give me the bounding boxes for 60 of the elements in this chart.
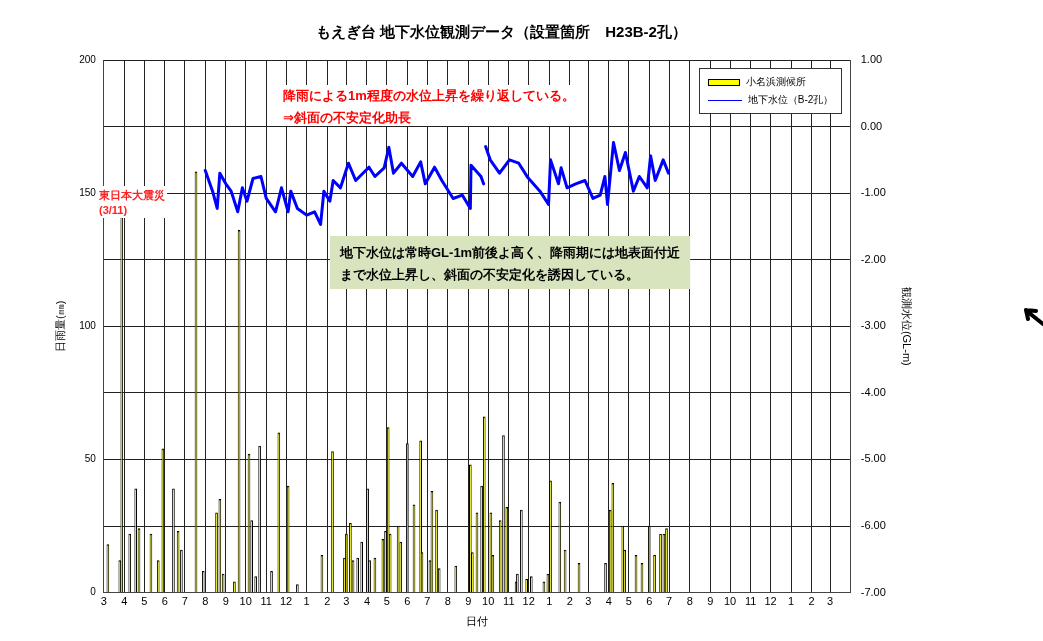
x-tick-label: 11	[260, 595, 272, 608]
annotation: 地下水位は常時GL-1m前後よ高く、降雨期には地表面付近まで水位上昇し、斜面の不安定化を誘因している。	[339, 245, 682, 282]
x-tick-label: 9	[707, 595, 714, 608]
y-axis-title: 日雨量(㎜)	[53, 300, 66, 352]
y2-tick-label: 1.00	[860, 53, 883, 66]
x-tick-label: 7	[424, 595, 431, 608]
x-tick-label: 12	[764, 595, 777, 608]
x-tick-label: 4	[605, 595, 612, 608]
x-tick-label: 3	[343, 595, 350, 608]
x-tick-label: 7	[666, 595, 673, 608]
legend-label: 地下水位（B-2孔）	[747, 93, 834, 107]
y2-axis-title: 観測水位(GL-m)	[901, 286, 914, 366]
x-tick-label: 6	[646, 595, 653, 608]
x-tick-label: 10	[723, 595, 737, 608]
x-tick-label: 4	[121, 595, 128, 608]
x-tick-label: 8	[202, 595, 209, 608]
x-tick-label: 12	[522, 595, 535, 608]
x-tick-label: 10	[239, 595, 252, 608]
x-tick-label: 8	[444, 595, 451, 608]
x-axis-title: 日付	[466, 615, 489, 628]
annotation: 東日本大震災 (3/11)	[98, 189, 165, 216]
y2-tick-label: 0.00	[860, 119, 883, 132]
x-tick-label: 6	[161, 595, 168, 608]
y-tick-label: 150	[79, 186, 97, 198]
x-tick-label: 8	[686, 595, 693, 608]
x-tick-label: 9	[222, 595, 229, 608]
y-tick-label: 0	[90, 586, 97, 598]
x-tick-label: 3	[827, 595, 834, 608]
x-tick-label: 2	[324, 595, 331, 608]
x-tick-label: 3	[100, 595, 107, 608]
y2-tick-label: -3.00	[860, 319, 886, 332]
x-tick-label: 11	[744, 595, 757, 608]
x-tick-label: 5	[141, 595, 148, 608]
y2-tick-label: -2.00	[860, 252, 886, 265]
x-tick-label: 9	[465, 595, 472, 608]
x-tick-label: 3	[585, 595, 592, 608]
y-tick-label: 200	[79, 53, 97, 65]
y-tick-label: 50	[84, 453, 97, 465]
y2-tick-label: -4.00	[860, 385, 886, 398]
chart-title: もえぎ台 地下水位観測データ（設置箇所 H23B-2孔）	[316, 23, 687, 41]
x-tick-label: 4	[363, 595, 371, 608]
x-tick-label: 1	[546, 595, 553, 608]
y2-tick-label: -5.00	[860, 452, 886, 465]
y-tick-label: 100	[79, 320, 97, 332]
x-tick-label: 2	[808, 595, 815, 608]
x-tick-label: 2	[566, 595, 573, 608]
y2-tick-label: -1.00	[860, 186, 886, 199]
x-tick-label: 5	[625, 595, 632, 608]
x-tick-label: 12	[280, 595, 293, 608]
y2-tick-label: -6.00	[860, 519, 886, 532]
x-tick-label: 10	[482, 595, 495, 608]
x-tick-label: 7	[181, 595, 188, 608]
x-tick-label: 1	[303, 595, 310, 608]
x-tick-label: 11	[503, 595, 515, 608]
x-tick-label: 1	[788, 595, 795, 608]
legend-label: 小名浜測候所	[745, 75, 806, 89]
x-tick-label: 5	[383, 595, 390, 608]
annotation: 降雨による1m程度の水位上昇を繰り返している。 ⇒斜面の不安定化助長	[283, 88, 575, 125]
y2-tick-label: -7.00	[860, 585, 886, 598]
x-tick-label: 6	[404, 595, 411, 608]
